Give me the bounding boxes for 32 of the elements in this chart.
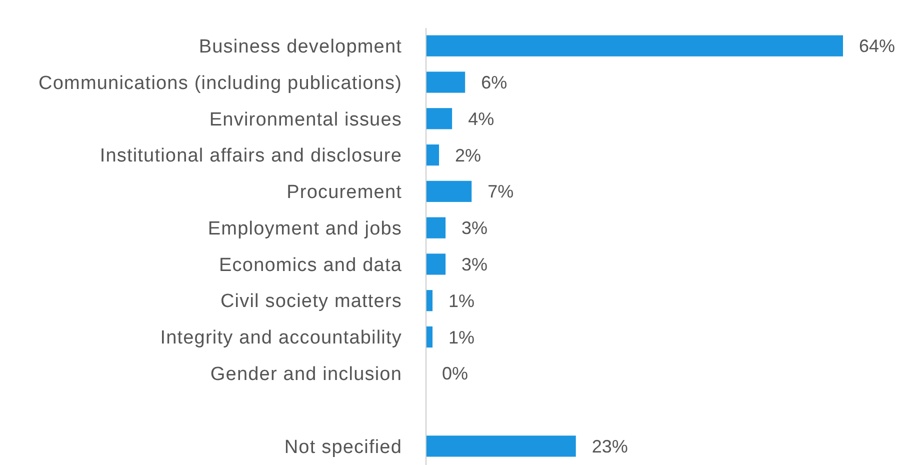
bar (426, 326, 433, 348)
bar (426, 290, 433, 312)
y-tick-label: Procurement (286, 182, 402, 204)
bar (426, 72, 466, 93)
y-tick-label: Gender and inclusion (210, 364, 402, 386)
data-label: 3% (462, 254, 488, 274)
y-tick-label: Integrity and accountability (160, 328, 402, 349)
y-tick-label: Economics and data (219, 254, 402, 276)
data-label: 23% (592, 436, 628, 456)
data-label: 64% (859, 36, 896, 56)
y-tick-label: Communications (including publications) (38, 72, 402, 94)
data-label: 3% (462, 218, 488, 238)
bar (426, 436, 576, 457)
bar (426, 217, 446, 238)
y-tick-label: Not specified (284, 436, 402, 458)
bar (426, 254, 446, 275)
data-label: 2% (455, 145, 482, 166)
data-label: 1% (448, 290, 475, 311)
bar (426, 144, 440, 166)
y-tick-label: Employment and jobs (208, 218, 402, 240)
bar (426, 35, 843, 56)
data-label: 0% (442, 364, 468, 384)
data-label: 4% (468, 108, 494, 129)
y-tick-label: Environmental issues (209, 109, 402, 130)
data-label: 1% (448, 327, 475, 348)
y-tick-label: Institutional affairs and disclosure (100, 146, 402, 167)
y-tick-label: Business development (198, 36, 402, 58)
data-label: 6% (481, 72, 508, 93)
data-label: 7% (488, 182, 514, 202)
bar (426, 180, 472, 202)
bar (426, 108, 452, 130)
y-tick-label: Civil society matters (220, 291, 402, 312)
